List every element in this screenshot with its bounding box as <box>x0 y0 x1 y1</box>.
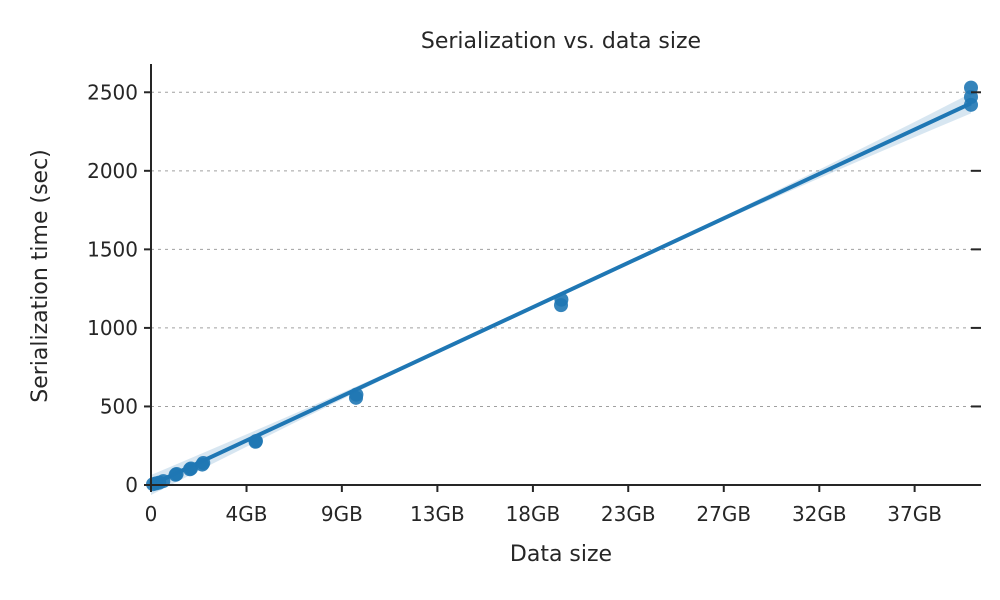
data-point <box>554 292 569 307</box>
x-tick-label: 37GB <box>887 502 942 526</box>
y-tick-label: 500 <box>100 394 138 418</box>
x-tick-label: 23GB <box>601 502 656 526</box>
x-tick-label: 9GB <box>321 502 363 526</box>
axes <box>150 64 971 486</box>
data-point <box>183 461 198 476</box>
grid-lines <box>151 91 971 407</box>
x-tick-label: 4GB <box>226 502 268 526</box>
chart-title: Serialization vs. data size <box>421 29 701 54</box>
data-point <box>196 456 211 471</box>
x-tick-label: 27GB <box>696 502 751 526</box>
y-axis-label: Serialization time (sec) <box>28 149 53 402</box>
data-point <box>248 434 263 449</box>
y-tick-label: 2500 <box>87 80 138 104</box>
data-points <box>146 80 978 492</box>
y-tick-label: 1500 <box>87 237 138 261</box>
data-point <box>964 80 978 95</box>
x-tick-label: 13GB <box>410 502 465 526</box>
x-axis-label: Data size <box>510 542 612 567</box>
y-ticks: 0 500 1000 1500 2000 2500 <box>87 80 981 497</box>
x-tick-label: 32GB <box>792 502 847 526</box>
y-tick-label: 2000 <box>87 159 138 183</box>
y-tick-label: 1000 <box>87 316 138 340</box>
data-point <box>349 387 364 402</box>
data-point <box>169 467 184 482</box>
x-ticks: 0 4GB 9GB 13GB 18GB 23GB 27GB 32GB 37GB <box>145 485 942 526</box>
y-tick-label: 0 <box>125 473 138 497</box>
x-tick-label: 0 <box>145 502 158 526</box>
x-tick-label: 18GB <box>506 502 561 526</box>
